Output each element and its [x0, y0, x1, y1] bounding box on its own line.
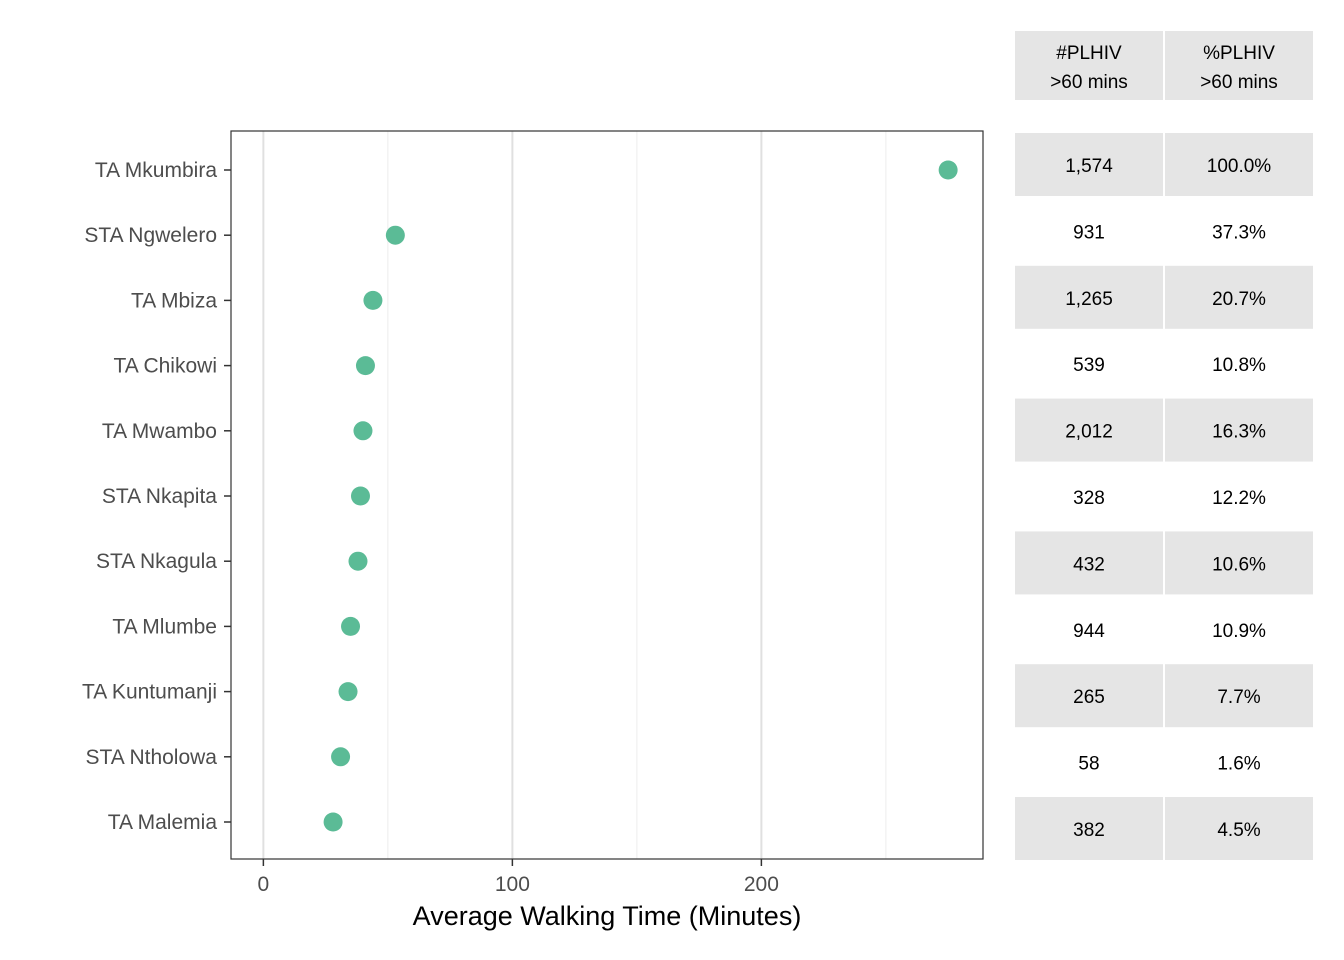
table-cell-count: 1,574	[1065, 156, 1113, 177]
table-cell-background	[1165, 797, 1313, 860]
table-cell-percent: 12.2%	[1212, 488, 1266, 509]
table-cell-count: 328	[1073, 488, 1105, 509]
table-cell-count: 265	[1073, 687, 1105, 708]
table-cell-percent: 20.7%	[1212, 289, 1266, 310]
y-tick-label: TA Kuntumanji	[82, 681, 217, 704]
table-cell-count: 2,012	[1065, 422, 1113, 443]
data-point	[938, 160, 958, 180]
table-cell-background	[1165, 664, 1313, 728]
data-point	[348, 551, 368, 571]
table-cell-percent: 7.7%	[1217, 687, 1260, 708]
y-tick-label: TA Mkumbira	[95, 159, 217, 182]
table-cell-background	[1165, 133, 1313, 196]
y-tick-label: TA Mlumbe	[112, 615, 217, 638]
table-cell-background	[1165, 265, 1313, 329]
data-points	[323, 160, 958, 832]
data-point	[355, 356, 375, 376]
table-cell-background	[1165, 398, 1313, 462]
table-cell-percent: 16.3%	[1212, 422, 1266, 443]
table-cell-background	[1015, 797, 1163, 860]
table-cell-count: 382	[1073, 820, 1105, 841]
data-point	[385, 225, 405, 245]
data-point	[350, 486, 370, 506]
y-tick-label: TA Malemia	[108, 811, 218, 834]
table-cell-count: 432	[1073, 554, 1105, 575]
table-header-label: %PLHIV	[1203, 43, 1275, 64]
y-tick-label: TA Chikowi	[114, 355, 217, 378]
table-cell-background	[1015, 398, 1163, 462]
x-axis: 0 100 200	[258, 859, 779, 896]
table-cell-percent: 100.0%	[1207, 156, 1272, 177]
table-header-label: >60 mins	[1050, 72, 1128, 93]
x-axis-title: Average Walking Time (Minutes)	[413, 901, 802, 931]
table-cell-background	[1015, 133, 1163, 196]
table-cell-background	[1015, 265, 1163, 329]
table-cell-percent: 10.8%	[1212, 355, 1266, 376]
table-cell-percent: 10.6%	[1212, 554, 1266, 575]
table-header-label: >60 mins	[1200, 72, 1278, 93]
table-header-cell	[1015, 31, 1163, 100]
y-tick-label: STA Ngwelero	[84, 224, 217, 247]
y-tick-label: STA Ntholowa	[85, 746, 217, 769]
x-tick-label: 100	[495, 873, 530, 896]
summary-table: #PLHIV >60 mins %PLHIV >60 mins 1,574 100.0% 9…	[1015, 31, 1313, 860]
table-cell-count: 931	[1073, 222, 1105, 243]
y-tick-label: TA Mwambo	[102, 420, 217, 443]
y-tick-label: STA Nkagula	[96, 550, 217, 573]
table-cell-percent: 37.3%	[1212, 222, 1266, 243]
table-cell-background	[1015, 531, 1163, 595]
table-cell-count: 1,265	[1065, 289, 1113, 310]
table-cell-percent: 1.6%	[1217, 754, 1260, 775]
y-tick-label: TA Mbiza	[131, 289, 217, 312]
table-header-cell	[1165, 31, 1313, 100]
table-header-label: #PLHIV	[1056, 43, 1122, 64]
data-point	[323, 812, 343, 832]
plot-panel-border	[230, 130, 984, 860]
table-cell-background	[1015, 664, 1163, 728]
table-cell-count: 539	[1073, 355, 1105, 376]
gridlines	[262, 131, 887, 859]
data-point	[338, 682, 358, 702]
y-tick-label: STA Nkapita	[102, 485, 217, 508]
data-point	[341, 616, 361, 636]
table-cell-count: 944	[1073, 621, 1105, 642]
x-tick-label: 200	[744, 873, 779, 896]
data-point	[363, 290, 383, 310]
y-axis: TA Mkumbira STA Ngwelero TA Mbiza TA Chikow…	[82, 159, 231, 834]
data-point	[331, 747, 351, 767]
x-tick-label: 0	[258, 873, 270, 896]
table-cell-percent: 10.9%	[1212, 621, 1266, 642]
table-cell-background	[1165, 531, 1313, 595]
table-cell-percent: 4.5%	[1217, 820, 1260, 841]
table-cell-count: 58	[1078, 754, 1099, 775]
data-point	[353, 421, 373, 441]
